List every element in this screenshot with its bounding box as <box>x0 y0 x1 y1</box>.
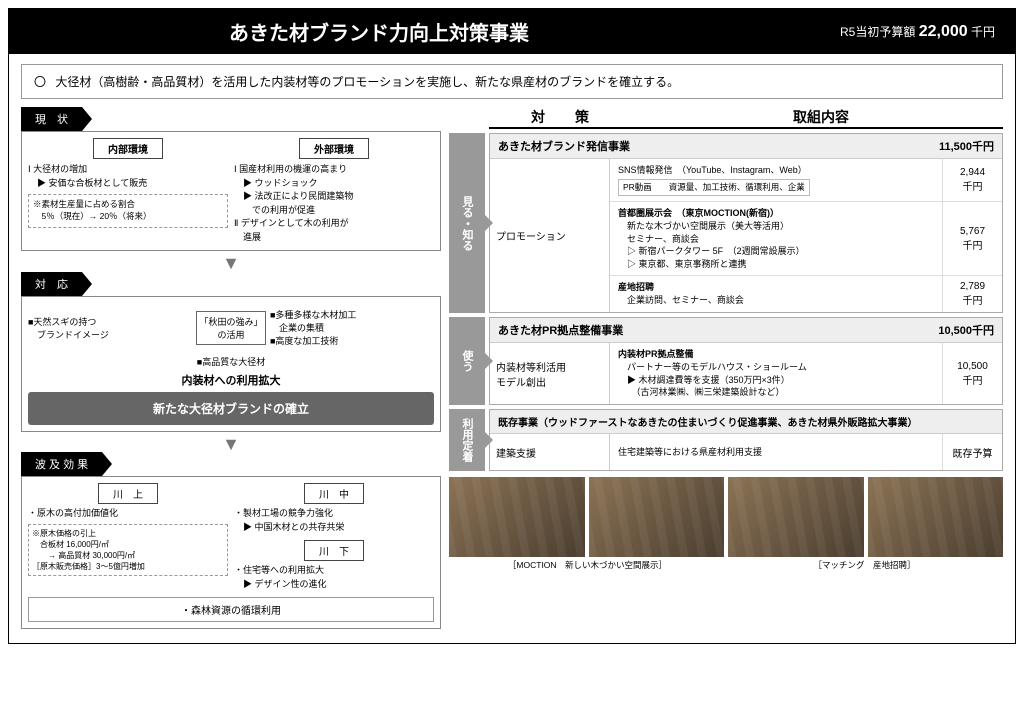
budget-label: R5当初予算額 22,000 千円 <box>840 23 995 41</box>
photo-1 <box>449 477 585 557</box>
photo-img-3 <box>728 477 864 557</box>
proj1-title: あきた材ブランド発信事業 11,500千円 <box>490 134 1002 159</box>
main-layout: 現 状 内部環境 Ⅰ 大径材の増加 ▶ 安価な合板材として販売 ※素材生産量に占… <box>9 107 1015 643</box>
photo-img-4 <box>868 477 1004 557</box>
current-block: 内部環境 Ⅰ 大径材の増加 ▶ 安価な合板材として販売 ※素材生産量に占める割合… <box>21 131 441 251</box>
photo-captions: ［MOCTION 新しい木づかい空間展示］ ［マッチング 産地招聘］ <box>449 557 1003 571</box>
proj1-row3: 産地招聘 企業訪問、セミナー、商談会 2,789千円 <box>610 276 1002 312</box>
naisou-label: 内装材への利用拡大 <box>28 372 434 388</box>
proj1-row2: 首都圏展示会 （東京MOCTION(新宿)） 新たな木づかい空間展示（美大等活用… <box>610 202 1002 276</box>
proj3-measure: 建築支援 <box>490 434 610 471</box>
proj2-row1: 内装材PR拠点整備 パートナー等のモデルハウス・ショールーム ▶ 木材調達費等を… <box>610 343 1002 403</box>
photo-img-2 <box>589 477 725 557</box>
proj2-measure: 内装材等利活用 モデル創出 <box>490 343 610 403</box>
proj1-measure: プロモーション <box>490 159 610 312</box>
photo-4 <box>868 477 1004 557</box>
page: あきた材ブランド力向上対策事業 R5当初予算額 22,000 千円 〇 大径材（… <box>8 8 1016 644</box>
ripple-block: 川 上 ・原木の高付加価値化 ※原木価格の引上 合板材 16,000円/㎡ → … <box>21 476 441 629</box>
proj2-title: あきた材PR拠点整備事業 10,500千円 <box>490 318 1002 343</box>
current-label: 現 状 <box>21 107 82 131</box>
external-env: 外部環境 Ⅰ 国産材利用の機運の高まり ▶ ウッドショック ▶ 法改正により民間… <box>234 138 434 244</box>
project-3: 利用定着 既存事業（ウッドファーストなあきたの住まいづくり促進事業、あきた材県外… <box>449 409 1003 472</box>
internal-env: 内部環境 Ⅰ 大径材の増加 ▶ 安価な合板材として販売 ※素材生産量に占める割合… <box>28 138 228 244</box>
forest-cycle: ・森林資源の循環利用 <box>28 597 434 622</box>
tab-see-know: 見る・知る <box>449 133 485 313</box>
photo-2 <box>589 477 725 557</box>
tab-establish: 利用定着 <box>449 409 485 472</box>
objective-text: 大径材（高樹齢・高品質材）を活用した内装材等のプロモーションを実施し、新たな県産… <box>55 75 679 89</box>
objective-box: 〇 大径材（高樹齢・高品質材）を活用した内装材等のプロモーションを実施し、新たな… <box>21 64 1003 99</box>
proj3-row1: 住宅建築等における県産材利用支援 既存予算 <box>610 434 1002 471</box>
mid-downstream: 川 中 ・製材工場の競争力強化 ▶ 中国木材との共存共栄 川 下 ・住宅等への利… <box>234 483 434 591</box>
establish-box: 新たな大径材ブランドの確立 <box>28 392 434 425</box>
header-bar: あきた材ブランド力向上対策事業 R5当初予算額 22,000 千円 <box>9 9 1015 54</box>
left-column: 現 状 内部環境 Ⅰ 大径材の増加 ▶ 安価な合板材として販売 ※素材生産量に占… <box>21 107 441 635</box>
arrow-down-icon: ▼ <box>21 257 441 270</box>
photo-row <box>449 477 1003 557</box>
col-content: 取組内容 <box>639 107 1003 129</box>
circle-mark: 〇 <box>34 73 52 90</box>
proj1-row1: SNS情報発信 （YouTube、Instagram、Web） PR動画 資源量… <box>610 159 1002 202</box>
resp-right: ■多種多様な木材加工 企業の集積 ■高度な加工技術 <box>270 308 434 347</box>
response-block: ■天然スギの持つ ブランドイメージ 「秋田の強み」 の活用 ■多種多様な木材加工… <box>21 296 441 432</box>
resp-left: ■天然スギの持つ ブランドイメージ <box>28 315 192 341</box>
project-1: 見る・知る あきた材ブランド発信事業 11,500千円 プロモーション SNS情… <box>449 133 1003 313</box>
photo-3 <box>728 477 864 557</box>
arrow-down-icon-2: ▼ <box>21 438 441 451</box>
col-measure: 対 策 <box>489 107 639 129</box>
resp-bottom: ■高品質な大径材 <box>28 355 434 368</box>
page-title: あきた材ブランド力向上対策事業 <box>229 17 529 46</box>
tab-use: 使う <box>449 317 485 404</box>
right-header-row: 対 策 取組内容 <box>449 107 1003 129</box>
upstream: 川 上 ・原木の高付加価値化 ※原木価格の引上 合板材 16,000円/㎡ → … <box>28 483 228 591</box>
right-column: 対 策 取組内容 見る・知る あきた材ブランド発信事業 11,500千円 プロモ… <box>449 107 1003 635</box>
proj3-title: 既存事業（ウッドファーストなあきたの住まいづくり促進事業、あきた材県外販路拡大事… <box>490 410 1002 434</box>
project-2: 使う あきた材PR拠点整備事業 10,500千円 内装材等利活用 モデル創出 内… <box>449 317 1003 404</box>
photo-img-1 <box>449 477 585 557</box>
ripple-label: 波 及 効 果 <box>21 452 102 476</box>
resp-center: 「秋田の強み」 の活用 <box>196 311 266 345</box>
response-label: 対 応 <box>21 272 82 296</box>
